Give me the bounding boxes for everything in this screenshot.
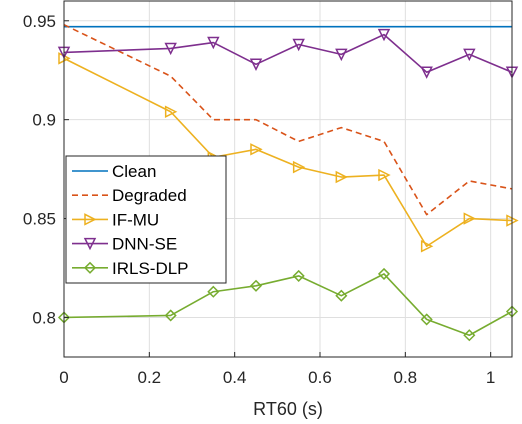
data-point — [207, 36, 220, 50]
x-tick-label: 1 — [486, 368, 495, 387]
data-point — [292, 38, 305, 52]
data-point — [335, 289, 348, 302]
legend-item: IF-MU — [72, 210, 159, 229]
legend-item: Degraded — [72, 186, 187, 205]
data-point — [292, 160, 306, 174]
data-point — [164, 42, 177, 56]
x-tick-label: 0.4 — [223, 368, 247, 387]
data-point — [335, 170, 349, 184]
series-line — [63, 33, 513, 73]
legend-marker — [84, 213, 97, 226]
series-line — [63, 273, 513, 337]
legend-label: IRLS-DLP — [112, 259, 189, 278]
legend-marker — [83, 237, 97, 251]
ticks: 0 0.2 0.4 0.6 0.8 1 0.8 0.85 0.9 0.95 — [23, 12, 495, 387]
data-point — [250, 143, 263, 156]
legend-marker — [83, 261, 97, 274]
data-point — [463, 329, 476, 342]
x-axis-label: RT60 (s) — [253, 399, 323, 419]
data-point — [377, 267, 391, 280]
data-point — [377, 28, 391, 42]
legend-label: Clean — [112, 162, 156, 181]
axes-box — [63, 0, 513, 358]
series-degraded — [63, 24, 513, 216]
data-point — [463, 48, 476, 62]
legend-label: DNN-SE — [112, 235, 177, 254]
legend-item: IRLS-DLP — [72, 259, 189, 278]
y-tick-label: 0.95 — [23, 12, 56, 31]
legend: Clean Degraded IF-MU DNN-SE IRLS-DLP — [65, 155, 227, 284]
data-point — [463, 212, 477, 225]
data-point — [292, 269, 305, 282]
legend-label: Degraded — [112, 186, 187, 205]
data-point — [335, 48, 348, 62]
y-tick-label: 0.85 — [23, 210, 56, 229]
series-if-mu — [58, 52, 519, 253]
data-point — [164, 105, 178, 118]
y-tick-label: 0.9 — [32, 111, 56, 130]
data-point — [420, 240, 434, 253]
data-point — [249, 58, 263, 71]
data-point — [207, 285, 220, 298]
data-point — [420, 66, 433, 79]
series-line — [63, 24, 513, 216]
legend-label: IF-MU — [112, 210, 159, 229]
data-point — [249, 279, 263, 292]
y-tick-label: 0.8 — [32, 308, 56, 327]
x-tick-label: 0.6 — [308, 368, 332, 387]
series-line — [63, 57, 513, 248]
x-tick-label: 0 — [59, 368, 68, 387]
data-point — [420, 313, 433, 326]
data-point — [378, 168, 391, 182]
x-tick-label: 0.8 — [394, 368, 418, 387]
legend-item: DNN-SE — [72, 235, 177, 254]
data-point — [164, 309, 177, 322]
legend-item: Clean — [72, 162, 156, 181]
x-tick-label: 0.2 — [138, 368, 162, 387]
